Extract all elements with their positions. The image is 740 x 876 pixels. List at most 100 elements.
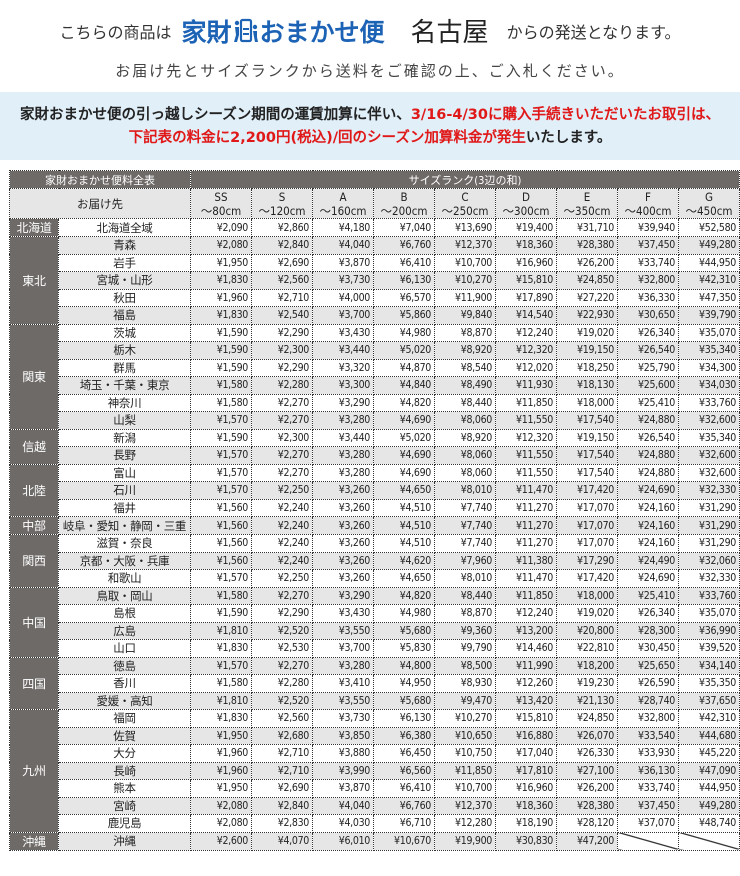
intro-text: こちらの商品は: [59, 22, 172, 42]
price-cell: ¥8,920: [434, 428, 496, 447]
price-cell: ¥2,270: [251, 446, 313, 465]
price-cell: ¥4,070: [251, 831, 313, 851]
destination-cell: 岐阜・愛知・静岡・三重: [58, 516, 191, 535]
price-cell: ¥4,030: [312, 814, 374, 833]
price-cell: ¥1,560: [190, 498, 252, 517]
price-cell: ¥33,760: [678, 393, 740, 412]
price-cell: ¥11,470: [495, 481, 557, 500]
price-cell: ¥3,280: [312, 656, 374, 675]
size-range: ～350cm: [563, 203, 611, 218]
price-cell: ¥47,200: [556, 831, 618, 851]
destination-cell: 石川: [58, 481, 191, 500]
price-cell: ¥10,270: [434, 271, 496, 290]
price-cell: ¥12,020: [495, 358, 557, 377]
price-cell: ¥5,680: [373, 691, 435, 710]
price-cell: ¥18,000: [556, 586, 618, 605]
table-row: 広島 ¥1,810 ¥2,520 ¥3,550 ¥5,680 ¥9,360 ¥13,200 ¥…: [10, 621, 740, 640]
logo-text-a: 家財: [181, 17, 232, 47]
price-cell: ¥2,080: [190, 814, 252, 833]
price-cell: ¥18,200: [556, 656, 618, 675]
price-cell: ¥25,790: [617, 358, 679, 377]
table-row: 大分 ¥1,960 ¥2,710 ¥3,880 ¥6,450 ¥10,750 ¥17,040…: [10, 744, 740, 763]
price-cell: ¥2,080: [190, 796, 252, 815]
table-row: 佐賀 ¥1,950 ¥2,680 ¥3,850 ¥6,380 ¥10,650 ¥16,880…: [10, 726, 740, 745]
price-cell: ¥8,930: [434, 674, 496, 693]
price-cell: ¥8,440: [434, 393, 496, 412]
region-cell: 北海道: [9, 218, 59, 237]
price-cell: ¥3,290: [312, 586, 374, 605]
price-cell: ¥1,960: [190, 288, 252, 307]
notice-period: 3/16-4/30に購入手続きいただいたお取引は、: [410, 107, 720, 123]
price-cell: ¥47,090: [678, 761, 740, 780]
destination-cell: 宮崎: [58, 796, 191, 815]
size-column-header: A ～160cm: [312, 188, 374, 219]
price-cell: ¥42,310: [678, 271, 740, 290]
destination-cell: 大分: [58, 744, 191, 763]
size-range: ～80cm: [200, 203, 242, 218]
price-cell: ¥2,690: [251, 779, 313, 798]
price-cell: ¥39,790: [678, 306, 740, 325]
price-cell: ¥32,600: [678, 446, 740, 465]
price-cell: ¥16,880: [495, 726, 557, 745]
table-row: 福井 ¥1,560 ¥2,240 ¥3,260 ¥4,510 ¥7,740 ¥11,270 ¥…: [10, 498, 740, 517]
price-cell: ¥3,260: [312, 551, 374, 570]
price-cell: ¥4,510: [373, 498, 435, 517]
table-row: 島根 ¥1,590 ¥2,290 ¥3,430 ¥4,980 ¥8,870 ¥12,240 ¥…: [10, 604, 740, 623]
region-cell: 九州: [9, 709, 59, 833]
table-row: 北海道 北海道全域 ¥2,090 ¥2,860 ¥4,180 ¥7,040 ¥13,690 ¥…: [9, 218, 740, 237]
price-cell: ¥3,850: [312, 726, 374, 745]
price-cell: ¥3,260: [312, 569, 374, 588]
table-row: 長野 ¥1,570 ¥2,270 ¥3,280 ¥4,690 ¥8,060 ¥11,550 ¥…: [10, 446, 740, 465]
destination-cell: 長野: [58, 446, 191, 465]
destination-cell: 滋賀・奈良: [58, 534, 191, 553]
price-cell: ¥2,860: [251, 218, 313, 237]
table-row: 神奈川 ¥1,580 ¥2,270 ¥3,290 ¥4,820 ¥8,440 ¥11,850…: [10, 393, 740, 412]
price-cell: ¥6,380: [373, 726, 435, 745]
size-rank: D: [522, 189, 530, 204]
price-cell: ¥21,130: [556, 691, 618, 710]
price-cell: ¥1,590: [190, 341, 252, 360]
price-cell: ¥35,070: [678, 323, 740, 342]
price-cell: ¥1,590: [190, 358, 252, 377]
price-cell: ¥30,650: [617, 306, 679, 325]
price-cell: ¥26,340: [617, 604, 679, 623]
price-cell: ¥24,880: [617, 446, 679, 465]
price-cell: ¥15,810: [495, 709, 557, 728]
price-cell: ¥2,530: [251, 639, 313, 658]
region-cell: 信越: [9, 428, 59, 465]
size-column-header: SS ～80cm: [190, 188, 252, 219]
price-cell: ¥32,600: [678, 463, 740, 482]
price-cell: ¥44,680: [678, 726, 740, 745]
price-cell: ¥2,240: [251, 534, 313, 553]
price-cell: ¥4,650: [373, 569, 435, 588]
price-cell: ¥3,280: [312, 446, 374, 465]
price-cell: ¥8,060: [434, 446, 496, 465]
price-cell: ¥32,800: [617, 271, 679, 290]
price-cell: ¥18,360: [495, 236, 557, 255]
price-cell: ¥3,700: [312, 306, 374, 325]
price-cell: ¥13,690: [434, 218, 496, 237]
size-range: ～300cm: [502, 203, 550, 218]
destination-header: お届け先: [9, 188, 191, 219]
price-cell: ¥12,320: [495, 428, 557, 447]
price-cell: ¥2,290: [251, 323, 313, 342]
price-cell: ¥1,830: [190, 271, 252, 290]
price-cell: ¥11,270: [495, 534, 557, 553]
price-cell: ¥1,580: [190, 393, 252, 412]
price-cell: ¥24,690: [617, 481, 679, 500]
price-cell: ¥32,600: [678, 411, 740, 430]
price-cell: ¥12,240: [495, 323, 557, 342]
destination-cell: 徳島: [58, 656, 191, 675]
price-cell: ¥3,290: [312, 393, 374, 412]
origin-city: 名古屋: [410, 18, 489, 48]
price-cell: ¥2,520: [251, 621, 313, 640]
price-cell: ¥1,580: [190, 674, 252, 693]
price-cell: ¥3,260: [312, 481, 374, 500]
price-cell: ¥37,450: [617, 236, 679, 255]
price-cell: ¥6,710: [373, 814, 435, 833]
destination-cell: 沖縄: [58, 831, 191, 851]
region-cell: 北陸: [9, 463, 59, 517]
price-cell: ¥2,600: [190, 831, 252, 851]
price-cell: ¥2,240: [251, 498, 313, 517]
price-cell: ¥2,280: [251, 674, 313, 693]
